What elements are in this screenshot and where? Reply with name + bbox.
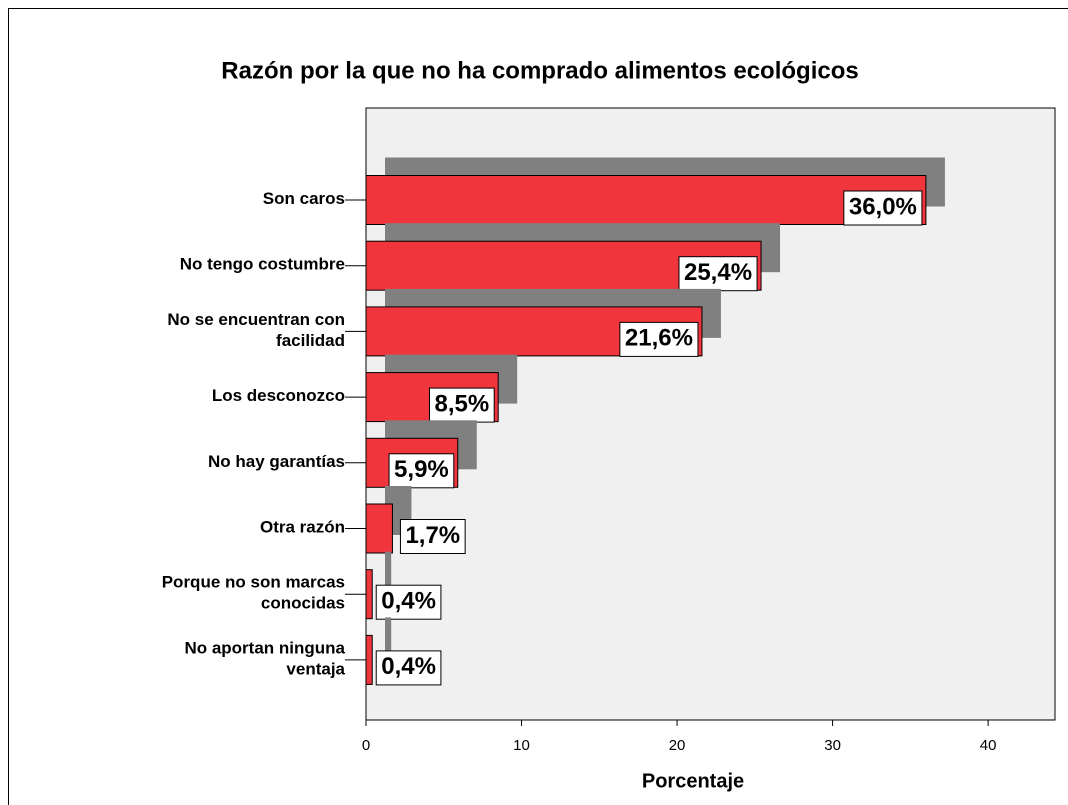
value-label-box (678, 256, 758, 292)
value-label: 0,4% (381, 588, 436, 615)
bar (365, 634, 373, 685)
value-label: 25,4% (684, 259, 752, 286)
y-tick-label-line: No hay garantías (208, 452, 345, 471)
value-label-box (399, 519, 466, 554)
y-tick-label-line: Son caros (263, 189, 345, 208)
value-label-box (619, 321, 699, 357)
y-tick-label-line: Los desconozco (212, 387, 345, 406)
y-tick-label: No aportan ninguna ventaja (184, 639, 345, 679)
y-tick-label: No tengo costumbre (180, 255, 345, 274)
x-tick-label: 30 (824, 737, 841, 754)
value-label-box (375, 650, 442, 686)
x-tick-label: 0 (362, 737, 370, 754)
y-tick-label-line: facilidad (276, 331, 345, 350)
bar (365, 569, 373, 620)
value-label: 5,9% (394, 456, 449, 483)
y-tick-label: Los desconozco (212, 387, 345, 406)
value-label: 8,5% (434, 390, 489, 417)
value-label: 0,4% (381, 653, 436, 680)
value-label: 36,0% (849, 193, 917, 220)
y-tick-label: No hay garantías (208, 452, 345, 471)
value-label: 1,7% (405, 522, 460, 549)
bar-shadow (385, 551, 392, 601)
y-tick-label: Otra razón (260, 518, 345, 537)
y-tick-label: Son caros (263, 189, 345, 208)
x-tick-label: 10 (513, 737, 530, 754)
y-tick-label: Porque no son marcas conocidas (162, 573, 345, 613)
y-tick-label-line: conocidas (261, 594, 345, 613)
bar (365, 503, 393, 554)
y-tick-label-line: No aportan ninguna (184, 639, 345, 658)
y-tick-label-line: Otra razón (260, 518, 345, 537)
value-label-box (843, 190, 923, 226)
value-label-box (388, 453, 455, 489)
y-tick-label-line: No tengo costumbre (180, 255, 345, 274)
y-tick-label: No se encuentran con facilidad (167, 310, 345, 350)
x-tick-label: 20 (669, 737, 686, 754)
y-tick-label-line: ventaja (286, 660, 345, 679)
value-label-box (375, 584, 442, 620)
value-label: 21,6% (625, 325, 693, 352)
frame (8, 8, 1068, 805)
x-axis-label: Porcentaje (642, 770, 744, 792)
chart-title: Razón por la que no ha comprado alimento… (221, 57, 858, 84)
x-tick-label: 40 (980, 737, 997, 754)
bar (365, 175, 927, 225)
y-tick-label-line: Porque no son marcas (162, 573, 345, 592)
bar-shadow (385, 617, 392, 667)
y-tick-label-line: No se encuentran con (167, 310, 345, 329)
